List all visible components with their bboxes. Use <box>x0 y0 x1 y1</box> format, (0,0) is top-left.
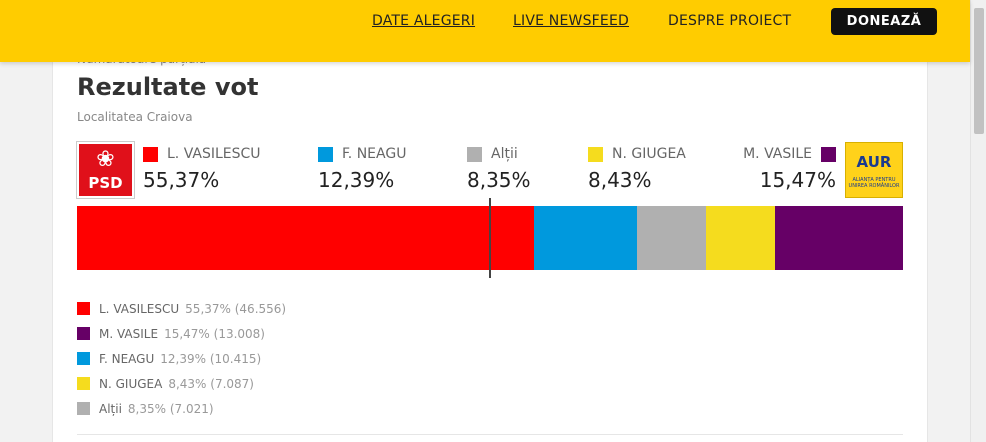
donate-button[interactable]: DONEAZĂ <box>831 8 937 35</box>
candidate-name: N. GIUGEA <box>612 146 686 162</box>
nav-link-date-alegeri[interactable]: DATE ALEGERI <box>372 13 476 29</box>
legend-value: 8,43% (7.087) <box>168 376 254 391</box>
color-swatch <box>821 146 836 162</box>
legend-name: Alții <box>99 401 122 416</box>
legend-value: 55,37% (46.556) <box>185 301 287 316</box>
psd-logo-text: PSD <box>88 174 123 192</box>
legend-name: N. GIUGEA <box>99 376 163 391</box>
candidate-name: M. VASILE <box>743 146 812 162</box>
bar-segment-l-vasilescu <box>77 206 535 270</box>
candidate-percent: 8,43% <box>588 168 652 192</box>
color-swatch <box>588 146 603 162</box>
candidate-percent: 55,37% <box>143 168 220 192</box>
aur-logo: AUR ALIANȚA PENTRU UNIREA ROMÂNILOR <box>845 142 903 198</box>
color-swatch <box>143 146 158 162</box>
majority-threshold-line <box>489 198 491 278</box>
legend-value: 8,35% (7.021) <box>127 401 214 416</box>
legend-name: F. NEAGU <box>99 351 155 366</box>
legend-item: Alții 8,35% (7.021) <box>77 396 286 421</box>
color-swatch <box>77 302 90 315</box>
results-legend: L. VASILESCU 55,37% (46.556) M. VASILE 1… <box>77 296 286 421</box>
candidate-altii: Alții 8,35% <box>467 146 531 192</box>
results-bar <box>77 206 903 270</box>
candidate-neagu: F. NEAGU 12,39% <box>318 146 406 192</box>
legend-item: N. GIUGEA 8,43% (7.087) <box>77 371 286 396</box>
color-swatch <box>318 146 333 162</box>
nav-link-despre-proiect[interactable]: DESPRE PROIECT <box>668 13 792 29</box>
page-title: Rezultate vot <box>77 73 259 101</box>
candidate-percent: 12,39% <box>318 168 395 192</box>
legend-value: 12,39% (10.415) <box>160 351 262 366</box>
bar-segment-f-neagu <box>534 206 637 270</box>
candidate-percent: 8,35% <box>467 168 531 192</box>
color-swatch <box>77 402 90 415</box>
aur-logo-tagline: ALIANȚA PENTRU UNIREA ROMÂNILOR <box>848 177 900 189</box>
nav-link-live-newsfeed[interactable]: LIVE NEWSFEED <box>513 13 629 29</box>
legend-name: M. VASILE <box>99 326 159 341</box>
legend-item: L. VASILESCU 55,37% (46.556) <box>77 296 286 321</box>
candidate-percent: 15,47% <box>759 168 836 192</box>
legend-item: M. VASILE 15,47% (13.008) <box>77 321 286 346</box>
bar-segment-al-ii <box>636 206 706 270</box>
candidate-vasile: M. VASILE 15,47% <box>743 146 836 192</box>
candidate-vasilescu: L. VASILESCU 55,37% <box>143 146 261 192</box>
candidate-name: L. VASILESCU <box>167 146 261 162</box>
color-swatch <box>467 146 482 162</box>
candidate-name: F. NEAGU <box>342 146 407 162</box>
rose-icon: ❀ <box>96 147 115 172</box>
location-label: Localitatea Craiova <box>77 110 193 124</box>
color-swatch <box>77 352 90 365</box>
color-swatch <box>77 377 90 390</box>
legend-name: L. VASILESCU <box>99 301 180 316</box>
psd-logo: ❀ PSD <box>76 141 135 199</box>
page-scrollbar[interactable] <box>970 0 986 442</box>
top-navbar: DATE ALEGERI LIVE NEWSFEED DESPRE PROIEC… <box>0 0 970 62</box>
legend-item: F. NEAGU 12,39% (10.415) <box>77 346 286 371</box>
bar-segment-n-giugea <box>705 206 776 270</box>
candidate-name: Alții <box>491 146 518 162</box>
scrollbar-thumb[interactable] <box>974 8 984 134</box>
section-divider <box>77 434 903 435</box>
aur-logo-text: AUR <box>856 153 892 171</box>
color-swatch <box>77 327 90 340</box>
legend-value: 15,47% (13.008) <box>164 326 265 341</box>
bar-segment-m-vasile <box>775 206 903 270</box>
candidate-giugea: N. GIUGEA 8,43% <box>588 146 686 192</box>
